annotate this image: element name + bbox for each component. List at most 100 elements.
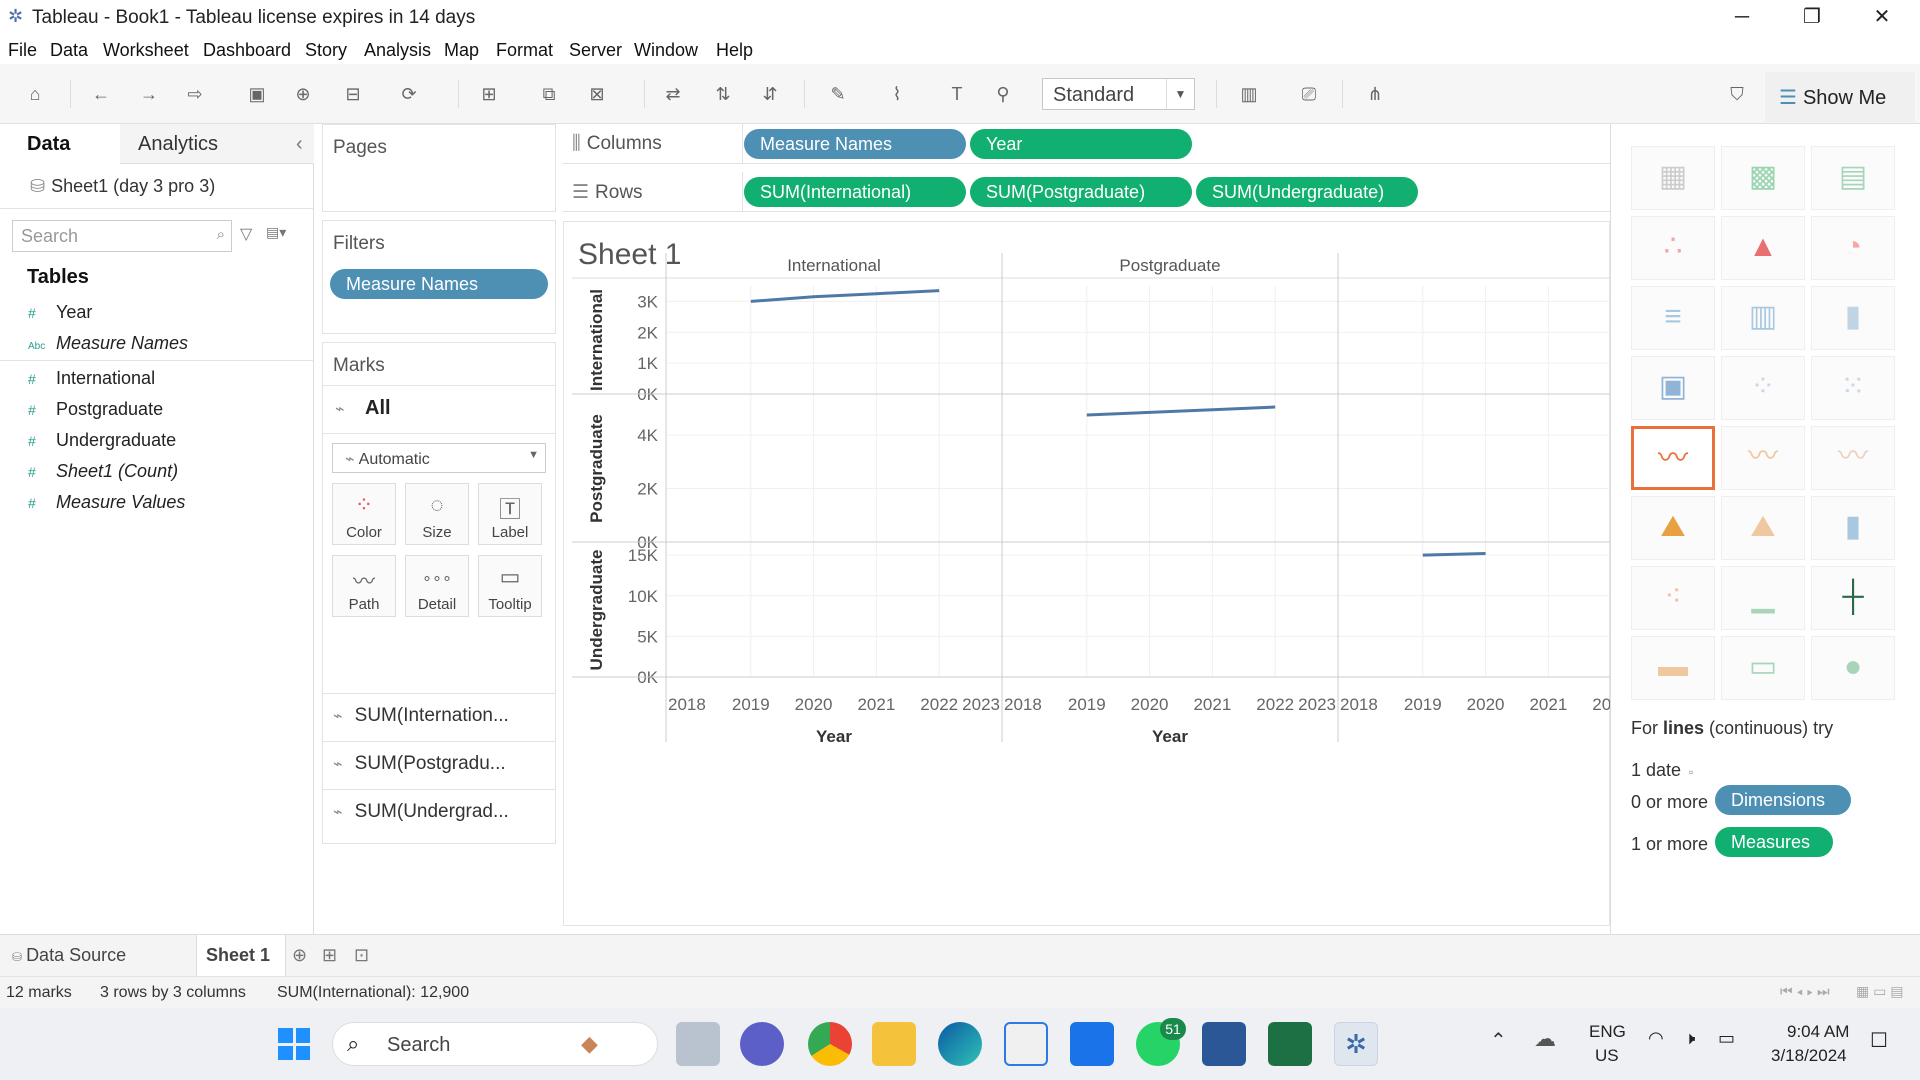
store-icon[interactable] [1004, 1022, 1048, 1066]
field-sheet1-count[interactable]: # Sheet1 (Count) [28, 461, 178, 482]
teams-chat-icon[interactable] [740, 1022, 784, 1066]
discrete-area-thumb[interactable]: ⛰ [1721, 496, 1805, 560]
replay-icon[interactable]: ⇨ [187, 84, 203, 104]
gantt-chart-thumb[interactable]: ▬ [1631, 636, 1715, 700]
side-by-side-bars-thumb[interactable]: ▮ [1811, 286, 1895, 350]
stacked-bars-thumb[interactable]: ▥ [1721, 286, 1805, 350]
new-story-icon[interactable]: ⊡ [354, 945, 370, 965]
clear-sheet-icon[interactable]: ⊠ [589, 84, 605, 104]
pause-updates-icon[interactable]: ⊟ [345, 84, 361, 104]
presentation-icon[interactable]: ⎚ [1301, 84, 1317, 104]
menu-format[interactable]: Format [496, 40, 554, 60]
edge-icon[interactable] [938, 1022, 982, 1066]
filter-icon[interactable]: ▽ [240, 226, 253, 243]
new-worksheet-icon[interactable]: ⊕ [292, 945, 308, 965]
menu-worksheet[interactable]: Worksheet [103, 40, 189, 60]
refresh-icon[interactable]: ⟳ [401, 84, 417, 104]
marks-all-label[interactable]: All [365, 397, 391, 419]
duplicate-icon[interactable]: ⧉ [542, 84, 556, 104]
sort-descending-icon[interactable]: ⇵ [762, 84, 778, 104]
chrome-icon[interactable] [808, 1022, 852, 1066]
box-whisker-thumb[interactable]: ┼ [1811, 566, 1895, 630]
dual-combination-thumb[interactable]: ▮ [1811, 496, 1895, 560]
menu-file[interactable]: File [8, 40, 38, 60]
rows-pill-international[interactable]: SUM(International) [744, 177, 966, 207]
marks-measure-undergraduate[interactable]: ⌁ SUM(Undergrad... [333, 801, 509, 823]
sheet-navigation-icon[interactable]: ⏮ ◂ ▸ ⏭ [1780, 983, 1830, 999]
swap-icon[interactable]: ⇄ [665, 84, 681, 104]
columns-shelf[interactable]: ⫼ Columns Measure Names Year [562, 124, 1610, 164]
scatter-plot-thumb[interactable]: ⁖ [1631, 566, 1715, 630]
size-button[interactable]: ◌ Size [405, 483, 469, 545]
home-icon[interactable]: ⌂ [29, 84, 41, 104]
field-undergraduate[interactable]: # Undergraduate [28, 430, 176, 451]
new-dashboard-icon[interactable]: ⊞ [322, 945, 338, 965]
wifi-icon[interactable]: ◠ [1648, 1028, 1664, 1048]
datasource-item[interactable]: ⛁ Sheet1 (day 3 pro 3) [30, 176, 215, 197]
group-icon[interactable]: ⌇ [892, 84, 902, 104]
menu-story[interactable]: Story [305, 40, 348, 60]
field-year[interactable]: # Year [28, 302, 92, 323]
rows-pill-postgraduate[interactable]: SUM(Postgraduate) [970, 177, 1192, 207]
labels-icon[interactable]: T [951, 84, 963, 104]
tab-sheet1[interactable]: Sheet 1 [196, 935, 286, 977]
menu-data[interactable]: Data [50, 40, 89, 60]
start-icon[interactable] [272, 1022, 316, 1066]
minimize-button[interactable]: ─ [1734, 6, 1750, 28]
word-icon[interactable] [1202, 1022, 1246, 1066]
mark-type-select[interactable]: ⌁ Automatic ▼ [332, 443, 546, 473]
new-sheet-icon[interactable]: ⊞ [481, 84, 497, 104]
filters-card[interactable]: Filters Measure Names [322, 220, 556, 334]
bullet-graph-thumb[interactable]: ▭ [1721, 636, 1805, 700]
horizontal-bars-thumb[interactable]: ≡ [1631, 286, 1715, 350]
format-painter-icon[interactable]: ⛉ [1730, 84, 1744, 104]
filled-map-thumb[interactable]: ▲ [1721, 216, 1805, 280]
close-button[interactable]: ✕ [1873, 6, 1891, 28]
clock-date[interactable]: 3/18/2024 [1771, 1046, 1847, 1065]
excel-icon[interactable] [1268, 1022, 1312, 1066]
search-input[interactable]: Search ⌕ [12, 220, 232, 252]
pie-chart-thumb[interactable]: ◔ [1811, 216, 1895, 280]
view-options-icon[interactable]: ▤▾ [266, 224, 287, 240]
circle-views-thumb[interactable]: ⁘ [1721, 356, 1805, 420]
onedrive-icon[interactable]: ☁ [1534, 1026, 1556, 1051]
menu-analysis[interactable]: Analysis [364, 40, 432, 60]
dual-lines-thumb[interactable]: 〰 [1811, 426, 1895, 490]
discrete-lines-thumb[interactable]: 〰 [1721, 426, 1805, 490]
tab-analytics[interactable]: Analytics ‹ [120, 124, 314, 164]
data-source-tab[interactable]: ⛁ Data Source [12, 945, 126, 966]
sheet-sorter-icon[interactable]: ▦ ▭ ▤ [1856, 983, 1904, 999]
color-button[interactable]: ⁘ Color [332, 483, 396, 545]
columns-pill-measure-names[interactable]: Measure Names [744, 129, 966, 159]
notifications-icon[interactable]: ☐ [1870, 1030, 1888, 1052]
redo-icon[interactable]: → [140, 84, 158, 104]
field-postgraduate[interactable]: # Postgraduate [28, 399, 163, 420]
menu-help[interactable]: Help [716, 40, 754, 60]
taskbar-search[interactable]: ⌕ Search ◆ [332, 1022, 658, 1066]
histogram-thumb[interactable]: ▁ [1721, 566, 1805, 630]
filter-pill-measure-names[interactable]: Measure Names [330, 269, 548, 299]
task-view-icon[interactable] [676, 1022, 720, 1066]
show-cards-icon[interactable]: ▥ [1240, 84, 1258, 104]
field-measure-names[interactable]: Abc Measure Names [28, 333, 188, 354]
chevron-up-icon[interactable]: ⌃ [1490, 1030, 1507, 1052]
mail-icon[interactable] [1070, 1022, 1114, 1066]
region-label[interactable]: US [1595, 1046, 1619, 1065]
share-icon[interactable]: ⋔ [1367, 84, 1383, 104]
detail-button[interactable]: ∘∘∘ Detail [405, 555, 469, 617]
menu-window[interactable]: Window [634, 40, 699, 60]
pages-card[interactable]: Pages [322, 124, 556, 212]
rows-shelf[interactable]: ☰ Rows SUM(International) SUM(Postgraduat… [562, 172, 1610, 212]
path-button[interactable]: 〰 Path [332, 555, 396, 617]
show-me-button[interactable]: ☰ Show Me [1765, 72, 1915, 122]
battery-icon[interactable]: ▭ [1718, 1028, 1736, 1048]
fit-select[interactable]: Standard ▼ [1042, 78, 1195, 110]
collapse-icon[interactable]: ‹ [296, 133, 303, 155]
menu-map[interactable]: Map [444, 40, 480, 60]
highlight-icon[interactable]: ✎ [830, 84, 846, 104]
tooltip-button[interactable]: ▭ Tooltip [478, 555, 542, 617]
tableau-taskbar-icon[interactable]: ✲ [1334, 1022, 1378, 1066]
marks-measure-international[interactable]: ⌁ SUM(Internation... [333, 705, 509, 727]
rows-pill-undergraduate[interactable]: SUM(Undergraduate) [1196, 177, 1418, 207]
treemap-thumb[interactable]: ▣ [1631, 356, 1715, 420]
